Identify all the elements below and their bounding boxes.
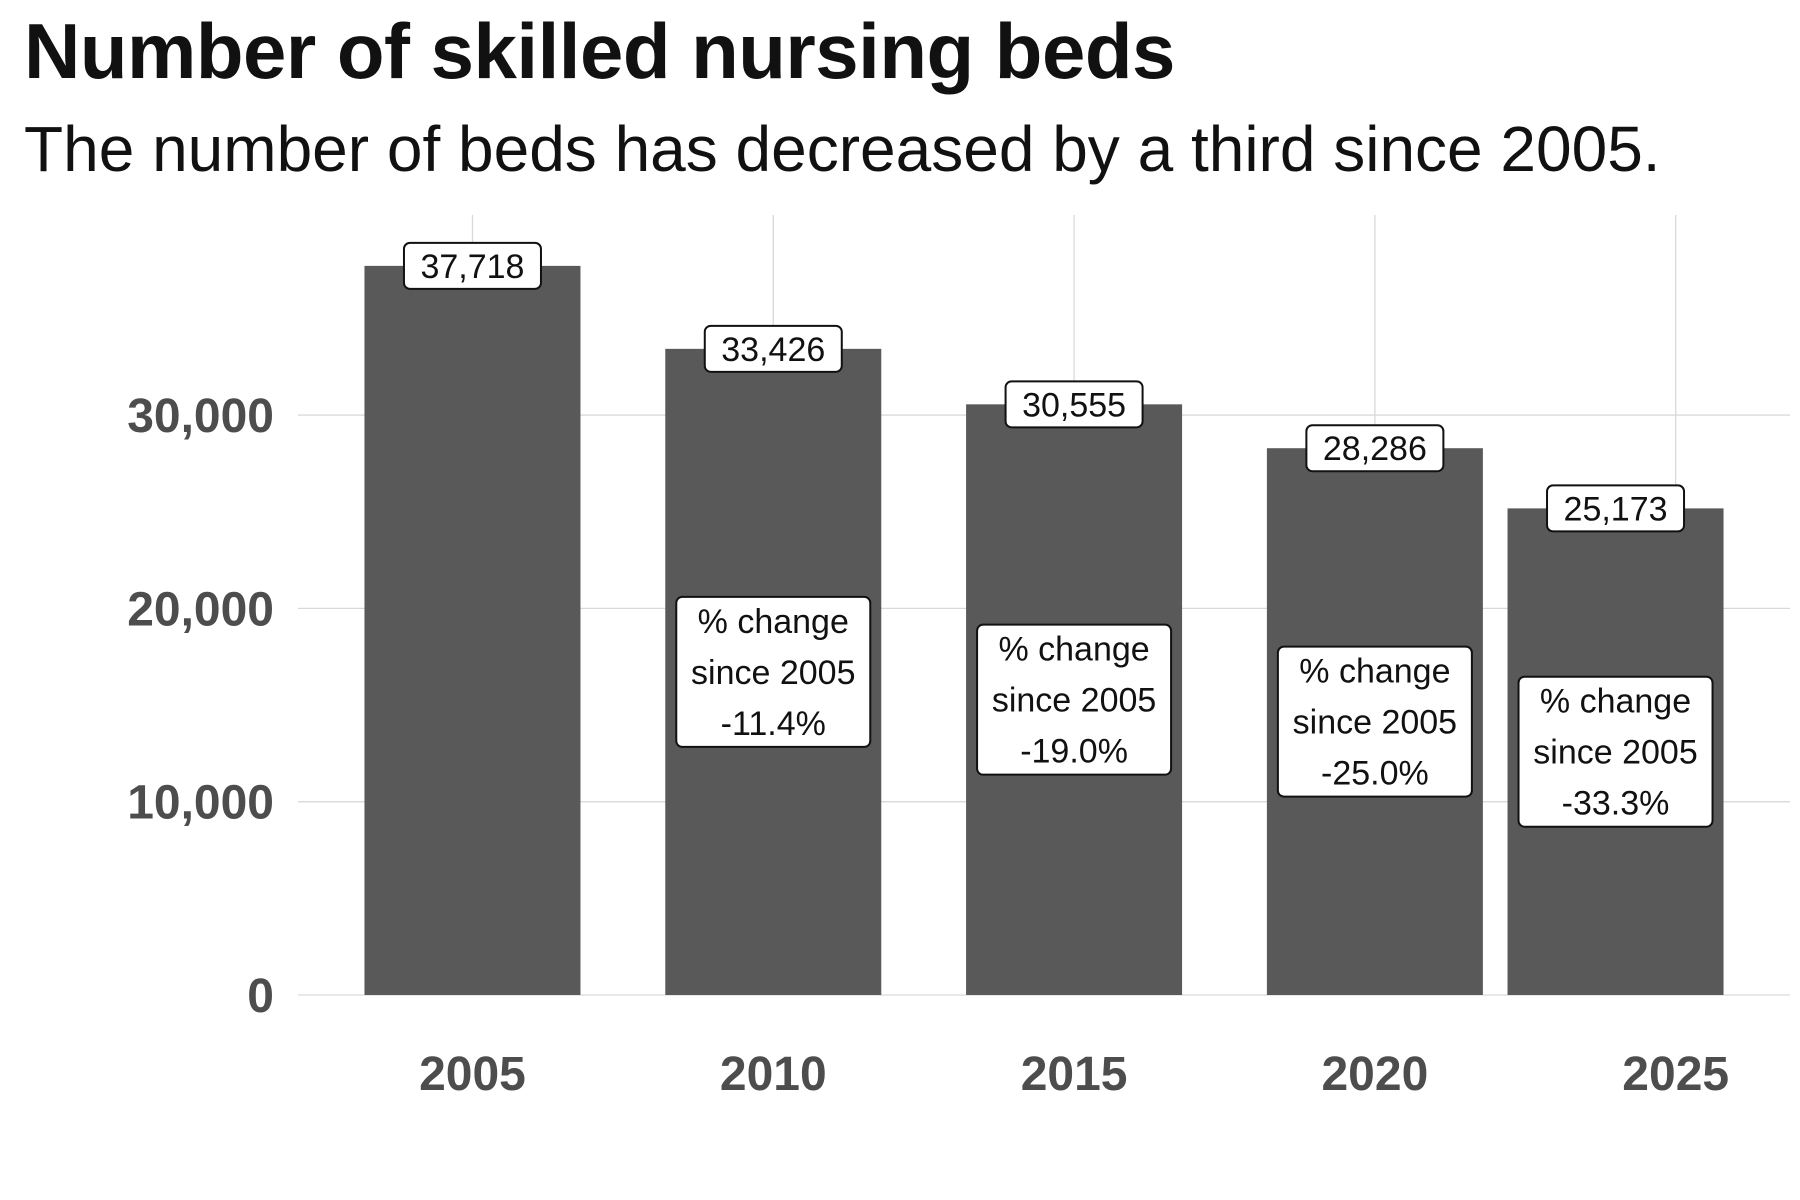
value-label-text: 37,718 — [420, 248, 524, 286]
change-label-line: -33.3% — [1562, 785, 1670, 823]
data-labels: 37,718 33,426 30,555 28,286 25,173 % change si… — [402, 241, 1714, 828]
change-label-line: since 2005 — [691, 654, 855, 692]
change-label-line: % change — [1540, 683, 1691, 721]
y-tick-label: 0 — [247, 970, 274, 1023]
x-tick-label: 2025 — [1622, 1048, 1729, 1101]
change-label-box — [1276, 645, 1473, 798]
change-label-line: since 2005 — [992, 682, 1156, 720]
chart-subtitle: The number of beds has decreased by a th… — [24, 113, 1661, 185]
y-tick-label: 10,000 — [127, 777, 274, 830]
change-label-box — [1517, 675, 1714, 828]
value-label: 37,718 — [402, 241, 542, 290]
change-label-line: -25.0% — [1321, 755, 1429, 793]
y-tick-label: 20,000 — [127, 583, 274, 636]
change-label-line: % change — [998, 631, 1149, 669]
value-label-box — [1546, 484, 1686, 533]
change-label-line: % change — [1299, 653, 1450, 691]
y-tick-label: 30,000 — [127, 390, 274, 443]
value-label: 30,555 — [1004, 380, 1144, 429]
change-label: % change since 2005 -11.4% — [675, 595, 872, 748]
change-label-line: since 2005 — [1533, 734, 1697, 772]
change-label-line: -19.0% — [1020, 733, 1128, 771]
x-tick-label: 2015 — [1021, 1048, 1128, 1101]
x-tick-label: 2020 — [1321, 1048, 1428, 1101]
change-label-box — [675, 595, 872, 748]
change-label-box — [976, 623, 1173, 776]
value-label-box — [402, 241, 542, 290]
x-tick-label: 2010 — [720, 1048, 827, 1101]
change-label: % change since 2005 -33.3% — [1517, 675, 1714, 828]
bar — [364, 265, 581, 996]
change-label-line: % change — [698, 603, 849, 641]
value-label-box — [1004, 380, 1144, 429]
chart-title: Number of skilled nursing beds — [24, 7, 1175, 95]
value-label-text: 33,426 — [721, 331, 825, 369]
x-tick-label: 2005 — [419, 1048, 526, 1101]
value-label-text: 30,555 — [1022, 386, 1126, 424]
value-label-box — [703, 324, 843, 373]
value-label-text: 28,286 — [1323, 430, 1427, 468]
value-label: 33,426 — [703, 324, 843, 373]
value-label-text: 25,173 — [1564, 490, 1668, 528]
value-label: 28,286 — [1305, 424, 1445, 473]
axes: 0 10,000 20,000 30,000 2005 2010 2015 2020 2025 — [127, 390, 1729, 1101]
change-label-line: -11.4% — [721, 705, 826, 743]
value-label: 25,173 — [1546, 484, 1686, 533]
change-label-line: since 2005 — [1293, 704, 1457, 742]
change-label: % change since 2005 -19.0% — [976, 623, 1173, 776]
change-label: % change since 2005 -25.0% — [1276, 645, 1473, 798]
value-label-box — [1305, 424, 1445, 473]
